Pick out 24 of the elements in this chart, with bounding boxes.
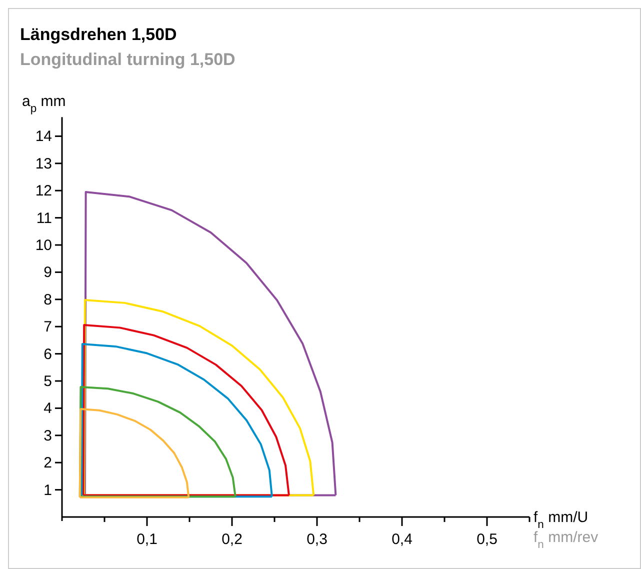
y-tick-label: 6 (44, 346, 52, 363)
y-axis-title: a$_{p}$ mm (22, 93, 66, 115)
y-tick-label: 4 (44, 400, 52, 418)
text: f$_{n}$ mm/rev (534, 529, 599, 551)
y-tick-label: 2 (44, 454, 52, 472)
x-tick-label: 0,4 (392, 531, 412, 548)
x-tick-label: 0,3 (306, 531, 328, 548)
x-axis-title: f$_{n}$ mm/U (534, 509, 588, 531)
y-tick-label: 13 (35, 155, 52, 172)
y-tick-label: 11 (36, 210, 52, 227)
chart-subtitle: Longitudinal turning 1,50D (20, 50, 236, 69)
x-tick-label: 0,2 (222, 531, 242, 548)
x-tick-label: 0,5 (476, 531, 498, 548)
y-tick-label: 5 (44, 373, 52, 390)
y-tick-label: 1 (44, 482, 52, 499)
y-tick-label: 12 (35, 182, 52, 200)
y-tick-label: 8 (44, 291, 52, 308)
y-tick-label: 3 (44, 427, 52, 444)
y-tick-label: 9 (44, 264, 52, 282)
x-tick-label: 0,1 (136, 531, 158, 548)
y-tick-label: 10 (35, 237, 52, 254)
chart-title: Längsdrehen 1,50D (20, 25, 177, 44)
y-tick-label: 14 (35, 128, 52, 146)
y-tick-label: 7 (44, 318, 52, 336)
